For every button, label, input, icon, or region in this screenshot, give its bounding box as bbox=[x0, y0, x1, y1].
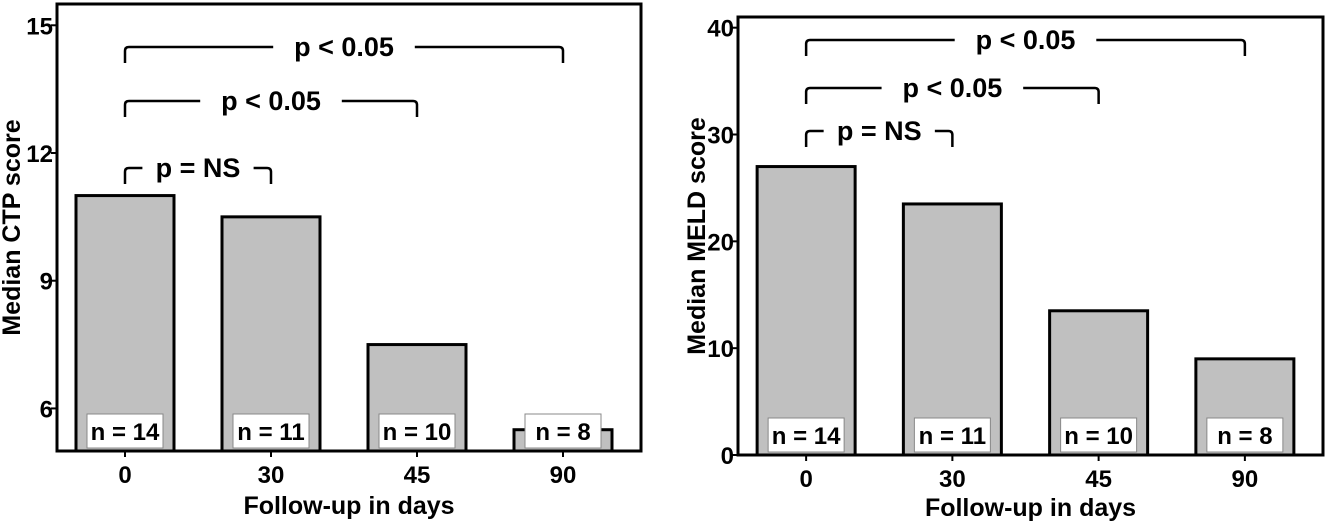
n-label-box bbox=[767, 417, 845, 453]
bar-30 bbox=[901, 202, 1003, 457]
x-tick-label: 45 bbox=[1085, 466, 1112, 493]
significance-bracket bbox=[804, 38, 1247, 56]
significance-label: p = NS bbox=[837, 116, 922, 146]
bar-0 bbox=[74, 194, 176, 453]
significance-bracket bbox=[804, 86, 1100, 104]
n-label: n = 11 bbox=[919, 423, 986, 450]
n-label-box bbox=[86, 413, 164, 449]
n-label: n = 8 bbox=[1217, 423, 1272, 450]
significance-label: p < 0.05 bbox=[221, 86, 321, 116]
y-tick-label: 15 bbox=[26, 13, 53, 40]
y-tick-label: 20 bbox=[707, 229, 734, 256]
x-tick-label: 0 bbox=[799, 466, 812, 493]
n-label: n = 10 bbox=[383, 419, 452, 446]
n-label-box bbox=[232, 413, 310, 449]
significance-label: p < 0.05 bbox=[976, 25, 1076, 55]
y-tick-label: 9 bbox=[40, 269, 53, 296]
y-tick-label: 40 bbox=[707, 16, 734, 43]
x-tick-label: 90 bbox=[1232, 466, 1259, 493]
n-label: n = 14 bbox=[91, 419, 160, 446]
significance-bracket bbox=[804, 129, 954, 147]
y-tick-label: 12 bbox=[26, 141, 53, 168]
y-axis-label: Median CTP score bbox=[0, 119, 26, 335]
significance-label: p < 0.05 bbox=[902, 73, 1002, 103]
x-tick-label: 90 bbox=[550, 462, 577, 489]
significance-bracket bbox=[123, 45, 565, 63]
x-tick-label: 45 bbox=[404, 462, 431, 489]
n-label-box bbox=[378, 413, 456, 449]
n-label: n = 8 bbox=[535, 419, 590, 446]
significance-label: p = NS bbox=[156, 153, 241, 183]
significance-bracket bbox=[123, 166, 273, 184]
significance-label: p < 0.05 bbox=[294, 32, 394, 62]
y-tick-label: 6 bbox=[40, 396, 53, 423]
ctp-chart-panel: 6 9 12 15 n = 14 0 n = 11 30 n = 10 45 n = 8 90 Foll… bbox=[0, 2, 643, 520]
plot-frame bbox=[55, 2, 643, 453]
n-label: n = 14 bbox=[772, 423, 841, 450]
y-tick-label: 0 bbox=[721, 443, 734, 470]
plot-frame bbox=[736, 15, 1325, 457]
bar-0 bbox=[755, 165, 857, 457]
x-tick-label: 30 bbox=[258, 462, 285, 489]
n-label-box bbox=[524, 413, 602, 449]
significance-bracket bbox=[123, 99, 419, 117]
n-label-box bbox=[913, 417, 991, 453]
y-axis-label: Median MELD score bbox=[683, 117, 711, 355]
x-tick-label: 0 bbox=[118, 462, 131, 489]
x-axis-label: Follow-up in days bbox=[925, 494, 1136, 522]
y-tick-label: 10 bbox=[707, 336, 734, 363]
n-label: n = 11 bbox=[237, 419, 304, 446]
n-label-box bbox=[1206, 417, 1284, 453]
x-axis-label: Follow-up in days bbox=[243, 492, 454, 520]
n-label: n = 10 bbox=[1064, 423, 1133, 450]
x-tick-label: 30 bbox=[939, 466, 966, 493]
y-tick-label: 30 bbox=[707, 123, 734, 150]
bar-30 bbox=[220, 215, 322, 453]
meld-chart-panel: 0 10 20 30 40 n = 14 0 n = 11 30 n = 10 45 n = 8 90 F… bbox=[683, 15, 1325, 522]
n-label-box bbox=[1060, 417, 1138, 453]
